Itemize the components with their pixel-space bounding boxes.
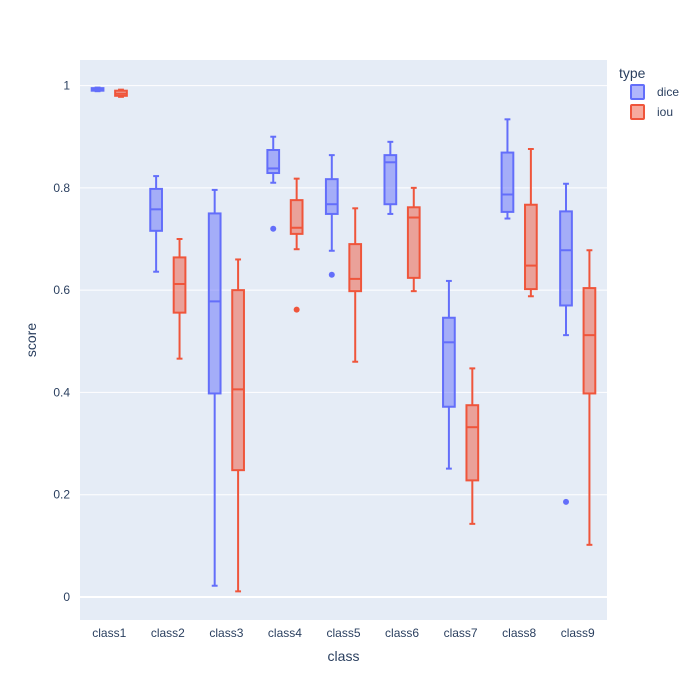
series-iou[interactable] (114, 88, 597, 593)
iqr-box[interactable] (524, 203, 538, 291)
y-tick-label: 0.6 (53, 283, 70, 297)
x-axis-ticks: class1 class2 class3 class4 class5 class6 clas… (92, 626, 595, 640)
y-tick-label: 0.8 (53, 181, 70, 195)
box-dice-class2[interactable] (149, 175, 163, 273)
legend-label: iou (657, 105, 673, 119)
grid-lines (80, 85, 607, 598)
box-series[interactable] (90, 86, 597, 593)
iqr-box[interactable] (500, 151, 515, 213)
x-tick-label: class7 (444, 626, 478, 640)
iqr-box[interactable] (289, 199, 304, 235)
legend[interactable]: type dice iou (619, 65, 679, 120)
box-dice-class3[interactable] (207, 188, 222, 587)
y-tick-label: 1 (63, 79, 70, 93)
x-tick-label: class9 (561, 626, 595, 640)
iqr-box[interactable] (465, 404, 480, 482)
box-iou-class2[interactable] (172, 237, 187, 360)
x-tick-label: class1 (92, 626, 126, 640)
iqr-box[interactable] (582, 287, 597, 395)
x-tick-label: class5 (326, 626, 360, 640)
box-dice-class5[interactable] (324, 154, 339, 278)
y-tick-label: 0 (63, 590, 70, 604)
iqr-box[interactable] (348, 243, 363, 293)
legend-title: type (619, 65, 646, 81)
iqr-box[interactable] (324, 178, 339, 215)
y-axis-title: score (23, 323, 39, 357)
legend-item-dice[interactable]: dice (630, 84, 679, 100)
iqr-box[interactable] (383, 154, 398, 206)
box-dice-class7[interactable] (442, 279, 456, 470)
iqr-box[interactable] (231, 289, 245, 472)
series-dice[interactable] (90, 86, 573, 587)
box-iou-class9[interactable] (582, 249, 597, 546)
x-tick-label: class6 (385, 626, 419, 640)
outlier-point[interactable] (328, 271, 335, 278)
legend-items[interactable]: dice iou (630, 84, 679, 120)
box-iou-class3[interactable] (231, 258, 245, 593)
y-axis-ticks: 0 0.2 0.4 0.6 0.8 1 (53, 79, 70, 604)
box-dice-class6[interactable] (383, 140, 398, 215)
legend-item-iou[interactable]: iou (630, 104, 673, 120)
plot-area (80, 60, 607, 620)
box-iou-class8[interactable] (524, 147, 538, 298)
iqr-box[interactable] (207, 212, 222, 395)
y-tick-label: 0.4 (53, 385, 70, 399)
iqr-box[interactable] (406, 206, 421, 279)
outlier-point[interactable] (293, 306, 300, 313)
x-axis-title: class (328, 648, 360, 664)
box-iou-class5[interactable] (348, 207, 363, 363)
box-dice-class1[interactable] (90, 86, 105, 93)
x-tick-label: class8 (502, 626, 536, 640)
legend-swatch (630, 104, 645, 120)
iqr-box[interactable] (442, 316, 456, 408)
box-dice-class9[interactable] (559, 182, 573, 505)
x-tick-label: class4 (268, 626, 302, 640)
box-dice-class4[interactable] (266, 135, 281, 232)
box-iou-class4[interactable] (289, 177, 304, 313)
box-iou-class7[interactable] (465, 367, 480, 525)
x-tick-label: class2 (151, 626, 185, 640)
iqr-box[interactable] (559, 210, 573, 307)
y-tick-label: 0.2 (53, 488, 70, 502)
box-iou-class1[interactable] (114, 88, 128, 98)
box-iou-class6[interactable] (406, 186, 421, 293)
iqr-box[interactable] (172, 256, 187, 314)
legend-swatch (630, 84, 645, 100)
outlier-point[interactable] (270, 225, 277, 232)
box-dice-class8[interactable] (500, 118, 515, 220)
iqr-box[interactable] (266, 149, 281, 175)
legend-label: dice (657, 85, 679, 99)
x-tick-label: class3 (209, 626, 243, 640)
outlier-point[interactable] (563, 498, 570, 505)
